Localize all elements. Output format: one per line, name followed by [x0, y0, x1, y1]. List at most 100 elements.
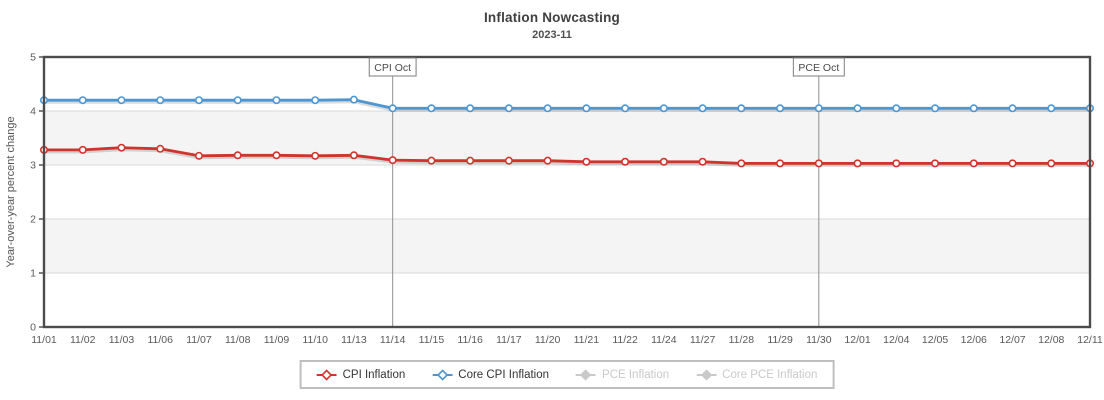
legend-item-core-cpi-inflation[interactable]: Core CPI Inflation [432, 369, 549, 381]
annotation-box-pce-oct [792, 57, 845, 77]
data-point-core-cpi-inflation [659, 104, 668, 113]
data-point-core-cpi-inflation [78, 96, 87, 105]
legend-label: CPI Inflation [342, 368, 406, 381]
annotation-label-pce-oct: PCE Oct [798, 62, 839, 74]
x-tick-label: 11/21 [574, 334, 600, 346]
x-tick-label: 12/08 [1038, 334, 1064, 346]
y-tick-label: 5 [30, 52, 36, 64]
data-point-core-cpi-inflation [466, 104, 475, 113]
data-point-cpi-inflation [311, 151, 320, 160]
data-point-cpi-inflation [698, 157, 707, 166]
data-point-core-cpi-inflation [156, 96, 165, 105]
y-tick-label: 2 [30, 214, 36, 226]
data-point-cpi-inflation [659, 157, 668, 166]
data-point-core-cpi-inflation [504, 104, 513, 113]
x-tick-label: 12/05 [922, 334, 948, 346]
data-point-cpi-inflation [156, 144, 165, 153]
data-point-core-cpi-inflation [892, 104, 901, 113]
data-point-cpi-inflation [582, 157, 591, 166]
data-point-cpi-inflation [117, 143, 126, 152]
legend-item-cpi-inflation[interactable]: CPI Inflation [316, 368, 406, 381]
data-point-core-cpi-inflation [427, 104, 436, 113]
x-tick-label: 11/10 [302, 334, 328, 346]
x-tick-label: 11/03 [109, 334, 135, 346]
legend-marker-pce-inflation-icon [576, 368, 597, 381]
x-tick-label: 11/20 [535, 334, 561, 346]
x-tick-label: 11/06 [147, 334, 173, 346]
x-tick-label: 11/15 [419, 334, 445, 346]
data-point-core-cpi-inflation [582, 104, 591, 113]
series-shadow-cpi-inflation [44, 148, 1090, 167]
x-tick-label: 12/01 [844, 334, 870, 346]
plot-border [42, 55, 1092, 329]
annotation-box-cpi-oct [368, 57, 417, 77]
data-point-core-cpi-inflation [1047, 104, 1056, 113]
y-tick-label: 0 [30, 322, 36, 334]
data-point-cpi-inflation [969, 159, 978, 168]
data-point-core-cpi-inflation [931, 104, 940, 113]
data-point-core-cpi-inflation [814, 104, 823, 113]
x-tick-label: 11/08 [225, 334, 251, 346]
legend: CPI Inflation Core CPI Inflation PCE Infla… [299, 360, 835, 389]
x-tick-label: 11/29 [767, 334, 793, 346]
x-tick-label: 12/04 [883, 334, 909, 346]
x-tick-label: 11/27 [690, 334, 716, 346]
data-point-core-cpi-inflation [1008, 104, 1017, 113]
x-tick-label: 11/24 [651, 334, 677, 346]
x-tick-label: 11/02 [70, 334, 96, 346]
legend-item-core-pce-inflation[interactable]: Core PCE Inflation [696, 369, 817, 381]
series-line-core-cpi-inflation [44, 98, 1090, 110]
x-tick-label: 11/09 [264, 334, 290, 346]
data-point-core-cpi-inflation [853, 104, 862, 113]
data-point-cpi-inflation [349, 151, 358, 160]
data-point-cpi-inflation [272, 151, 281, 160]
y-tick-label: 4 [30, 106, 36, 118]
data-point-cpi-inflation [814, 159, 823, 168]
legend-label: Core CPI Inflation [458, 368, 550, 381]
series-shadow-core-cpi-inflation [44, 100, 1090, 112]
x-tick-label: 11/14 [380, 334, 406, 346]
chart-title: Inflation Nowcasting [483, 10, 620, 25]
x-tick-label: 12/07 [999, 334, 1025, 346]
x-tick-label: 12/11 [1077, 334, 1103, 346]
x-tick-label: 11/17 [496, 334, 522, 346]
data-point-cpi-inflation [233, 151, 242, 160]
legend-marker-core-pce-inflation-icon [696, 368, 717, 381]
series-line-cpi-inflation [44, 146, 1090, 165]
y-axis-title: Year-over-year percent change [5, 116, 17, 267]
x-tick-label: 11/30 [806, 334, 832, 346]
data-point-core-cpi-inflation [117, 96, 126, 105]
data-point-core-cpi-inflation [737, 104, 746, 113]
data-point-core-cpi-inflation [272, 96, 281, 105]
data-point-core-cpi-inflation [698, 104, 707, 113]
data-point-core-cpi-inflation [311, 96, 320, 105]
data-point-cpi-inflation [194, 151, 203, 160]
data-point-cpi-inflation [78, 145, 87, 154]
data-point-cpi-inflation [853, 159, 862, 168]
data-point-cpi-inflation [466, 156, 475, 165]
chart-subtitle: 2023-11 [532, 29, 572, 41]
x-tick-label: 11/22 [612, 334, 638, 346]
annotation-label-cpi-oct: CPI Oct [374, 62, 411, 74]
x-tick-label: 11/16 [457, 334, 483, 346]
legend-marker-cpi-inflation-icon [316, 368, 337, 381]
data-point-cpi-inflation [776, 159, 785, 168]
data-point-cpi-inflation [388, 156, 397, 165]
data-point-core-cpi-inflation [233, 96, 242, 105]
x-tick-label: 12/06 [961, 334, 987, 346]
data-point-cpi-inflation [931, 159, 940, 168]
data-point-cpi-inflation [892, 159, 901, 168]
data-point-cpi-inflation [621, 157, 630, 166]
data-point-cpi-inflation [737, 159, 746, 168]
data-point-cpi-inflation [504, 156, 513, 165]
x-tick-label: 11/01 [31, 334, 57, 346]
shade-band [44, 219, 1090, 273]
data-point-cpi-inflation [427, 156, 436, 165]
y-tick-label: 1 [30, 268, 36, 280]
data-point-core-cpi-inflation [969, 104, 978, 113]
x-tick-label: 11/13 [341, 334, 367, 346]
data-point-cpi-inflation [543, 156, 552, 165]
legend-item-pce-inflation[interactable]: PCE Inflation [576, 369, 669, 381]
